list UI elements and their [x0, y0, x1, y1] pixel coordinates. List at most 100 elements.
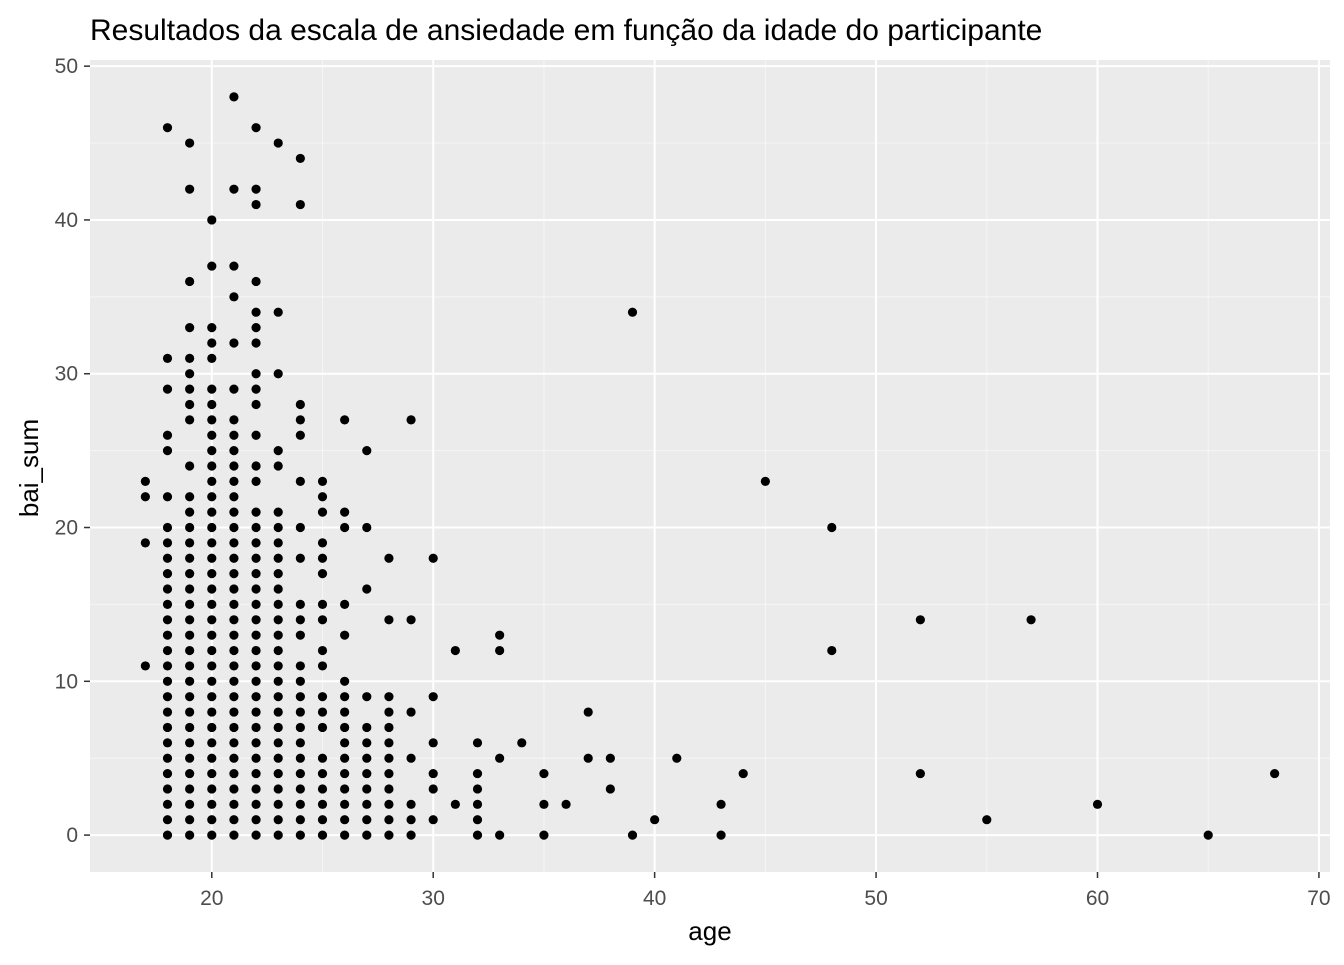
- data-point: [185, 722, 195, 733]
- data-point: [251, 645, 261, 656]
- data-point: [207, 338, 217, 348]
- data-point: [207, 415, 217, 425]
- data-point: [428, 692, 438, 702]
- data-point: [251, 369, 261, 379]
- data-point: [295, 722, 305, 733]
- data-point: [561, 799, 571, 809]
- data-point: [362, 738, 372, 748]
- data-point: [185, 584, 195, 594]
- axis-ticks: [84, 65, 1320, 878]
- data-point: [251, 630, 261, 640]
- data-point: [340, 676, 350, 686]
- data-point: [317, 815, 328, 825]
- data-point: [273, 599, 283, 610]
- data-point: [251, 707, 261, 717]
- data-point: [162, 830, 173, 840]
- data-point: [295, 676, 305, 686]
- data-point: [229, 753, 239, 763]
- data-point: [162, 722, 173, 733]
- data-point: [340, 830, 350, 840]
- data-point: [760, 476, 770, 486]
- data-point: [273, 369, 283, 379]
- data-point: [162, 353, 173, 363]
- data-point: [295, 830, 305, 840]
- data-point: [185, 322, 195, 333]
- data-point: [251, 569, 261, 579]
- data-point: [340, 692, 350, 702]
- data-point: [915, 615, 925, 625]
- data-point: [207, 430, 217, 440]
- data-point: [185, 399, 195, 410]
- data-point: [406, 415, 416, 425]
- data-point: [273, 645, 283, 656]
- data-point: [273, 815, 283, 825]
- data-point: [229, 599, 239, 610]
- data-point: [251, 768, 261, 779]
- data-point: [362, 522, 372, 533]
- data-point: [450, 799, 460, 809]
- data-point: [583, 707, 593, 717]
- data-point: [472, 738, 483, 748]
- data-point: [273, 784, 283, 794]
- data-point: [229, 661, 239, 671]
- data-point: [495, 753, 505, 763]
- data-point: [428, 553, 438, 563]
- data-point: [251, 615, 261, 625]
- data-point: [539, 799, 549, 809]
- data-point: [207, 753, 217, 763]
- data-point: [605, 784, 615, 794]
- data-point: [229, 184, 239, 194]
- data-point: [340, 799, 350, 809]
- data-point: [207, 615, 217, 625]
- data-point: [362, 753, 372, 763]
- data-point: [273, 753, 283, 763]
- data-point: [229, 92, 239, 102]
- data-point: [406, 707, 416, 717]
- data-point: [340, 507, 350, 517]
- data-point: [384, 753, 394, 763]
- data-point: [251, 661, 261, 671]
- data-point: [185, 369, 195, 379]
- data-point: [273, 569, 283, 579]
- x-tick-label: 60: [1086, 887, 1109, 910]
- data-point: [251, 553, 261, 563]
- data-point: [251, 322, 261, 333]
- y-tick-label: 30: [55, 363, 78, 386]
- data-point: [362, 799, 372, 809]
- data-point: [384, 784, 394, 794]
- data-point: [185, 799, 195, 809]
- data-point: [229, 415, 239, 425]
- data-point: [428, 738, 438, 748]
- data-point: [162, 815, 173, 825]
- data-point: [162, 569, 173, 579]
- data-point: [207, 722, 217, 733]
- data-point: [251, 123, 261, 133]
- data-point: [140, 476, 150, 486]
- data-point: [317, 784, 328, 794]
- data-point: [162, 599, 173, 610]
- data-point: [251, 476, 261, 486]
- data-point: [716, 799, 726, 809]
- data-point: [251, 753, 261, 763]
- data-point: [627, 830, 638, 840]
- data-point: [207, 261, 217, 271]
- data-point: [229, 261, 239, 271]
- data-point: [384, 799, 394, 809]
- data-point: [229, 384, 239, 394]
- data-point: [207, 815, 217, 825]
- data-point: [251, 676, 261, 686]
- data-point: [162, 630, 173, 640]
- data-point: [207, 630, 217, 640]
- data-point: [406, 830, 416, 840]
- data-point: [185, 538, 195, 548]
- data-point: [384, 707, 394, 717]
- data-point: [295, 415, 305, 425]
- data-point: [185, 645, 195, 656]
- data-point: [406, 799, 416, 809]
- data-point: [251, 522, 261, 533]
- data-point: [384, 692, 394, 702]
- data-point: [384, 768, 394, 779]
- data-point: [185, 630, 195, 640]
- data-point: [340, 738, 350, 748]
- data-point: [384, 738, 394, 748]
